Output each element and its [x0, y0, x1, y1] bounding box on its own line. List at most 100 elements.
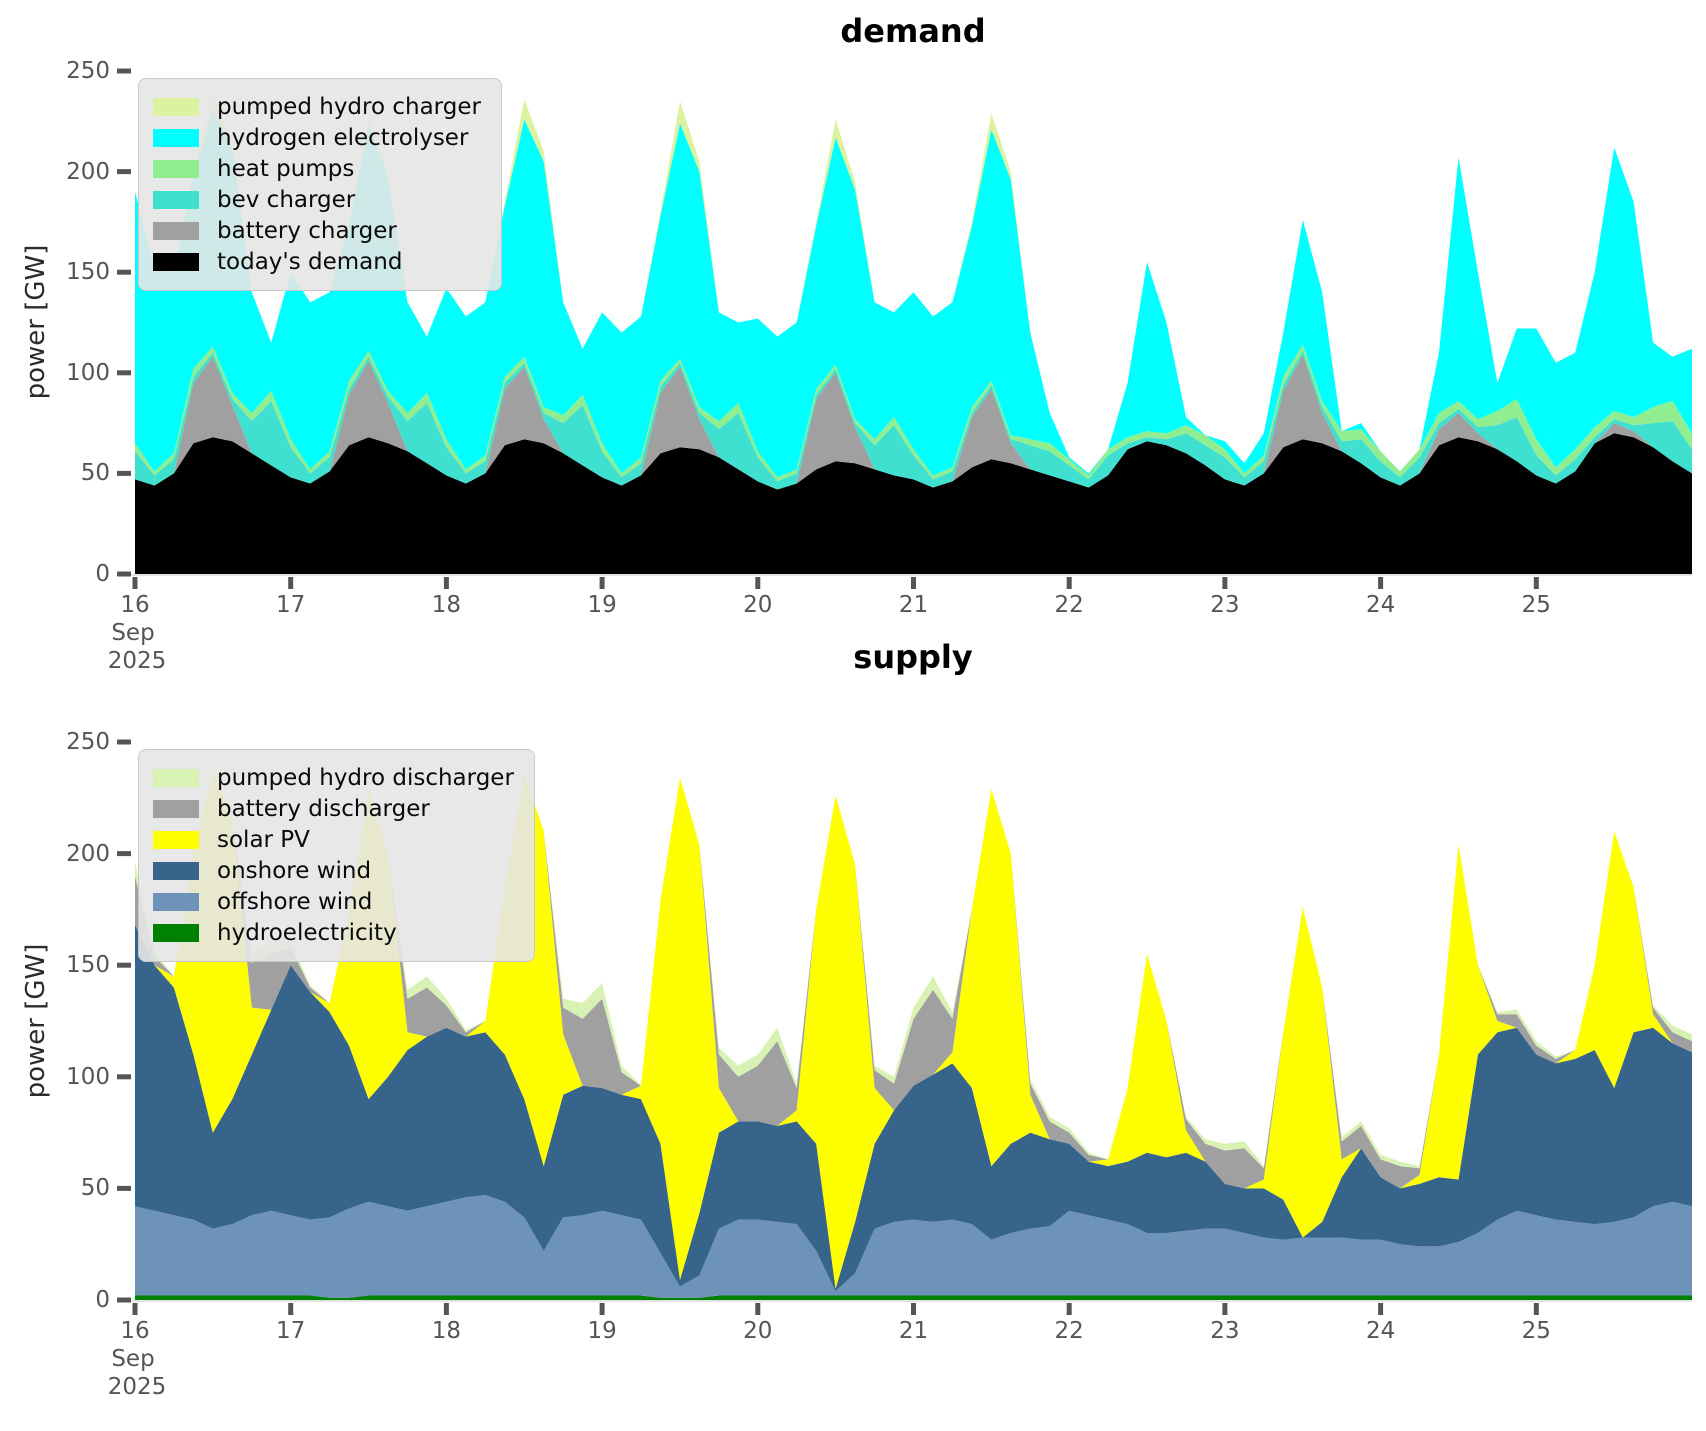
x-tick-label: 19 [587, 1318, 617, 1344]
legend-label: bev charger [217, 187, 356, 213]
legend-item-solar-pv: solar PV [153, 827, 514, 853]
legend-label: heat pumps [217, 156, 355, 182]
y-tick-label: 250 [66, 58, 110, 84]
legend-item-today-s-demand: today's demand [153, 249, 481, 275]
area-hydroelectricity [135, 1295, 1692, 1300]
legend-label: solar PV [217, 827, 310, 853]
legend-item-hydroelectricity: hydroelectricity [153, 920, 514, 946]
legend-label: pumped hydro discharger [217, 765, 514, 791]
demand-x-axis-year-label: 2025 [107, 648, 167, 674]
x-tick-mark [1378, 577, 1384, 589]
offshore-wind-swatch-icon [153, 893, 199, 911]
x-tick-label: 25 [1521, 1318, 1551, 1344]
x-tick-label: 17 [276, 592, 306, 618]
demand-chart-area [117, 68, 1692, 589]
demand-chart-title: demand [840, 12, 986, 50]
x-tick-mark [288, 1303, 294, 1315]
x-tick-label: 21 [898, 592, 929, 618]
supply-x-axis-month-label: Sep [111, 1346, 155, 1372]
x-tick-label: 18 [431, 592, 462, 618]
area-onshore-wind [135, 925, 1692, 1292]
legend-label: hydrogen electrolyser [217, 125, 469, 151]
y-tick-mark [117, 68, 131, 74]
x-tick-mark [288, 577, 294, 589]
legend-item-battery-charger: battery charger [153, 218, 481, 244]
bev-charger-swatch-icon [153, 191, 199, 209]
pumped-hydro-discharger-swatch-icon [153, 769, 199, 787]
y-tick-label: 150 [66, 259, 110, 286]
x-tick-mark [132, 1303, 138, 1315]
x-tick-label: 16 [120, 1318, 150, 1344]
x-tick-mark [1222, 1303, 1228, 1315]
x-tick-mark [599, 577, 605, 589]
x-tick-mark [755, 577, 761, 589]
legend-item-heat-pumps: heat pumps [153, 156, 481, 182]
x-tick-label: 23 [1210, 1318, 1240, 1344]
legend-label: pumped hydro charger [217, 94, 481, 120]
hydrogen-electrolyser-swatch-icon [153, 129, 199, 147]
x-tick-mark [443, 1303, 449, 1315]
x-tick-label: 16 [120, 592, 150, 618]
y-tick-label: 50 [80, 1175, 110, 1202]
y-tick-label: 200 [66, 840, 110, 867]
y-tick-label: 0 [95, 561, 110, 587]
supply-x-axis-year-label: 2025 [107, 1374, 167, 1400]
x-tick-mark [443, 577, 449, 589]
y-tick-label: 0 [95, 1287, 110, 1313]
x-tick-label: 25 [1521, 592, 1551, 618]
x-tick-label: 18 [431, 1318, 462, 1344]
y-tick-mark [117, 1297, 131, 1303]
area-hydrogen-electrolyser [135, 111, 1692, 478]
x-tick-label: 20 [743, 1318, 773, 1344]
x-tick-mark [1066, 1303, 1072, 1315]
heat-pumps-swatch-icon [153, 160, 199, 178]
today-s-demand-swatch-icon [153, 253, 199, 271]
x-tick-label: 20 [743, 592, 773, 618]
x-tick-label: 19 [587, 592, 617, 618]
y-tick-label: 200 [66, 158, 110, 185]
legend-item-battery-discharger: battery discharger [153, 796, 514, 822]
demand-legend: pumped hydro charger hydrogen electrolyse… [138, 78, 502, 291]
x-tick-label: 23 [1210, 592, 1240, 618]
x-tick-label: 22 [1054, 592, 1084, 618]
y-tick-label: 100 [66, 1063, 110, 1090]
pumped-hydro-charger-swatch-icon [153, 98, 199, 116]
x-tick-mark [132, 577, 138, 589]
legend-label: hydroelectricity [217, 920, 397, 946]
area-battery-charger [135, 354, 1692, 490]
y-tick-mark [117, 739, 131, 745]
hydroelectricity-swatch-icon [153, 924, 199, 942]
battery-discharger-swatch-icon [153, 800, 199, 818]
x-tick-label: 17 [276, 1318, 306, 1344]
legend-label: today's demand [217, 249, 403, 275]
legend-item-pumped-hydro-charger: pumped hydro charger [153, 94, 481, 120]
area-today-s-demand [135, 433, 1692, 574]
supply-chart-title: supply [853, 638, 973, 676]
x-tick-mark [1533, 1303, 1539, 1315]
y-tick-mark [117, 370, 131, 376]
solar-pv-swatch-icon [153, 831, 199, 849]
x-tick-label: 22 [1054, 1318, 1084, 1344]
x-tick-mark [1066, 577, 1072, 589]
y-tick-mark [117, 962, 131, 968]
y-tick-mark [117, 269, 131, 275]
legend-label: offshore wind [217, 889, 373, 915]
y-tick-label: 250 [66, 729, 110, 755]
x-tick-label: 21 [898, 1318, 929, 1344]
battery-charger-swatch-icon [153, 222, 199, 240]
x-tick-mark [1533, 577, 1539, 589]
area-heat-pumps [135, 344, 1692, 482]
area-offshore-wind [135, 1195, 1692, 1298]
legend-item-hydrogen-electrolyser: hydrogen electrolyser [153, 125, 481, 151]
legend-item-bev-charger: bev charger [153, 187, 481, 213]
legend-item-pumped-hydro-discharger: pumped hydro discharger [153, 765, 514, 791]
x-tick-mark [1222, 577, 1228, 589]
legend-label: battery discharger [217, 796, 430, 822]
y-tick-mark [117, 851, 131, 857]
x-tick-mark [911, 577, 916, 589]
x-tick-mark [1378, 1303, 1384, 1315]
x-tick-mark [755, 1303, 761, 1315]
x-tick-mark [599, 1303, 605, 1315]
